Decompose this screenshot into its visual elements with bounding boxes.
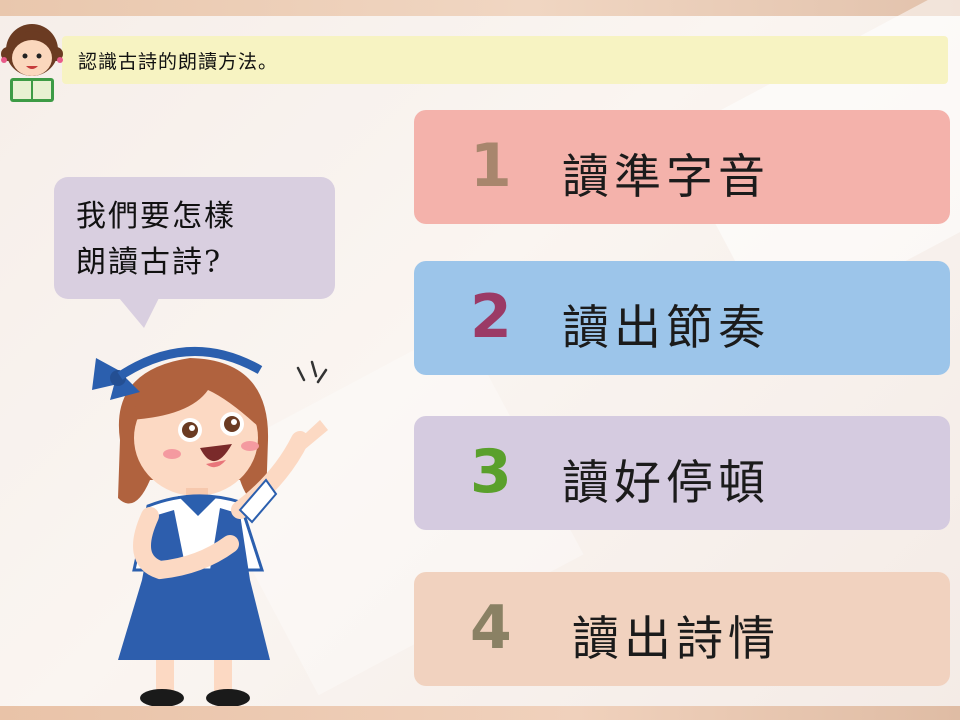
page-title: 認識古詩的朗讀方法。 [78,51,279,73]
reading-girl-icon [1,24,63,102]
step-card-1: 1 讀準字音 [414,110,950,224]
top-decor-bar [0,0,960,16]
title-strip [62,36,948,84]
bubble-question: 我們要怎樣 朗讀古詩? [76,199,236,280]
step-number-2: 2 [470,282,512,352]
step-label-3: 讀好停頓 [562,456,770,511]
step-label-4: 讀出詩情 [572,612,780,667]
bottom-decor-bar [0,706,960,720]
step-label-2: 讀出節奏 [562,301,770,356]
step-card-2: 2 讀出節奏 [414,261,950,375]
step-card-4: 4 讀出詩情 [414,572,950,686]
step-number-1: 1 [470,131,512,201]
step-label-1: 讀準字音 [562,150,770,205]
speech-bubble-tail [114,292,162,328]
girl-illustration [92,346,328,707]
speech-bubble [54,177,335,299]
step-number-3: 3 [470,437,512,507]
step-card-3: 3 讀好停頓 [414,416,950,530]
step-number-4: 4 [470,593,512,663]
